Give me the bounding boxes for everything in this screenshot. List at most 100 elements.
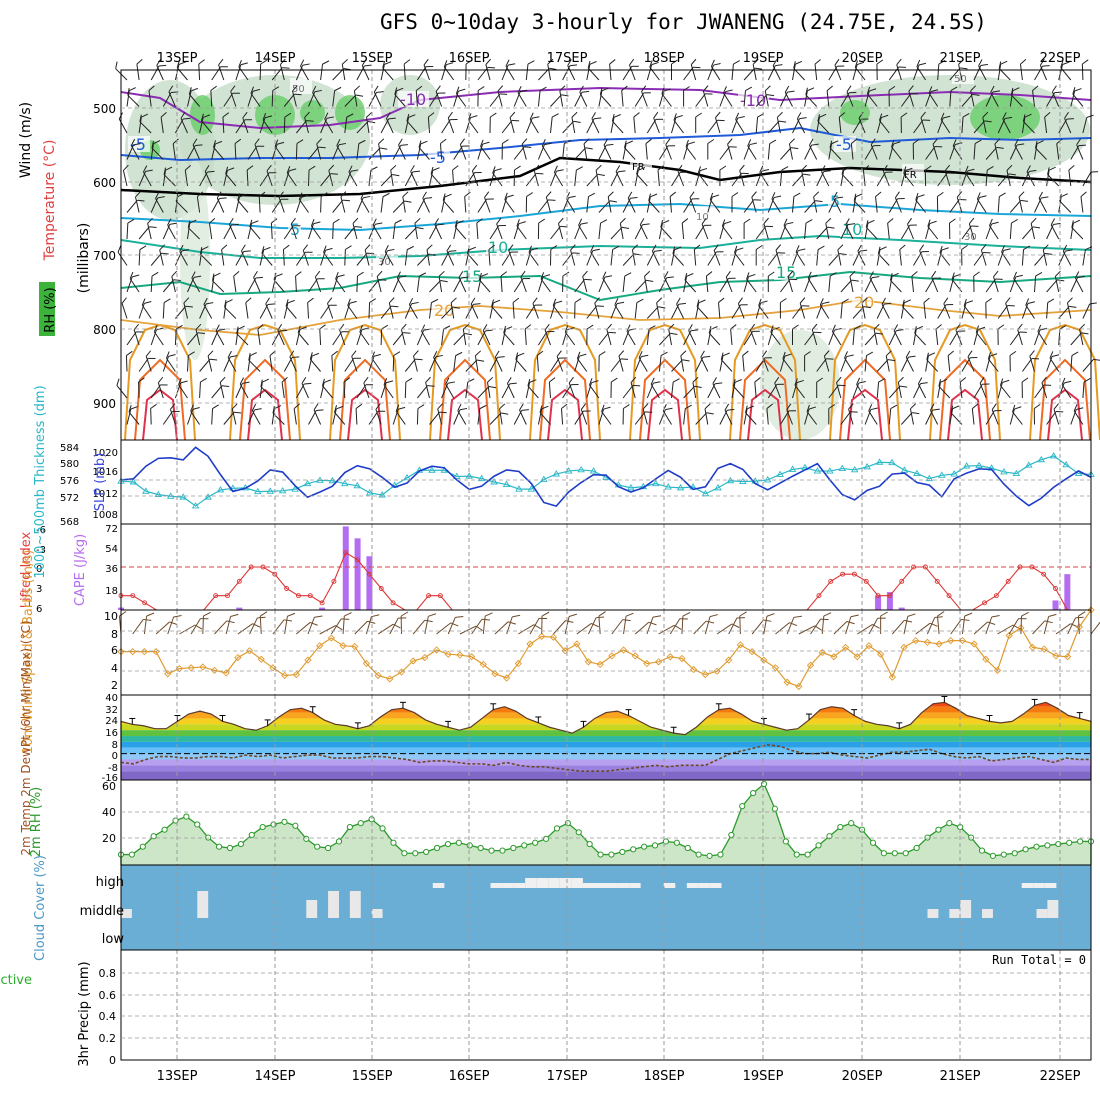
wind-barb-shaft	[417, 409, 418, 425]
wind10-barb	[775, 620, 797, 639]
rh-point	[925, 835, 930, 840]
rh-point	[587, 841, 592, 846]
ylabel-cape: CAPE (J/kg)	[73, 534, 88, 606]
wind10-barb	[390, 615, 407, 638]
wind10-barb	[156, 619, 177, 639]
wind-barb-shaft	[321, 197, 322, 213]
temp-band	[121, 742, 1091, 748]
rh-point	[729, 832, 734, 837]
cloud-bg	[121, 865, 1091, 950]
rh-point	[434, 845, 439, 850]
wind10-barb-flag	[195, 623, 202, 631]
wind10-barb	[238, 621, 260, 639]
rh-point	[707, 853, 712, 858]
rh-point	[456, 840, 461, 845]
rh-point	[129, 852, 134, 857]
wind10-barb-shaft	[927, 618, 934, 634]
wind-barb-flag	[733, 60, 739, 65]
cape-tick: 36	[105, 564, 118, 575]
rh-point	[783, 839, 788, 844]
wind10-barb-shaft	[320, 626, 336, 634]
wind10-barb-shaft	[846, 617, 851, 634]
cape-bar	[1053, 600, 1059, 610]
thickness-tick: 572	[60, 493, 79, 504]
rh-point	[402, 851, 407, 856]
rh-point	[260, 824, 265, 829]
precip-tick: 0.2	[99, 1032, 117, 1045]
pressure-tick: 900	[93, 397, 116, 411]
wind10-barb-flag	[425, 617, 433, 625]
contour-label: -10	[400, 90, 426, 109]
temp-tick: 24	[105, 716, 118, 727]
wind10-barb	[553, 618, 573, 639]
thickness-tick: 584	[60, 443, 79, 454]
contour-label: 20	[854, 293, 874, 312]
chart-title: GFS 0~10day 3-hourly for JWANENG (24.75E…	[380, 10, 987, 34]
rh-point	[849, 821, 854, 826]
wind10-barb-flag	[227, 618, 235, 626]
wind10-barb-shaft	[938, 616, 940, 634]
cloud-level: middle	[80, 904, 124, 919]
rh-point	[315, 844, 320, 849]
rh-point	[413, 851, 418, 856]
ylabel-precip: 3hr Precip (mm)	[77, 961, 92, 1066]
temp-band	[121, 736, 1091, 742]
wind10-barb-flag	[336, 624, 343, 632]
wind10-barb	[144, 612, 154, 635]
wind10-tick: 10	[104, 610, 118, 623]
wind10-barb	[285, 612, 295, 635]
temp-band	[121, 713, 1091, 719]
wind10-barb-shaft	[518, 625, 533, 634]
wind10-barb-flag	[881, 612, 888, 616]
rh-point	[838, 824, 843, 829]
wind10-barb	[191, 615, 208, 637]
wind10-barb	[962, 612, 972, 635]
wind10-barb	[577, 621, 599, 640]
wind10-barb	[857, 622, 879, 640]
rh-tick: 40	[102, 806, 116, 819]
cloud-high-bar	[525, 878, 537, 888]
cape-bar	[343, 526, 349, 610]
rh-point	[554, 826, 559, 831]
wind-barb-flag	[1020, 59, 1026, 64]
wind-barb-flag	[1091, 169, 1098, 175]
wind-barb-shaft	[126, 356, 127, 372]
wind10-barb	[413, 617, 433, 638]
rh-point	[238, 841, 243, 846]
rh-point	[947, 821, 952, 826]
wind10-barb	[179, 623, 202, 640]
temp-tick: 40	[105, 693, 118, 704]
wind10-barb-flag	[1022, 612, 1029, 616]
lifted-index-line	[121, 553, 1091, 610]
rh-point	[293, 823, 298, 828]
cloud-high-bar	[491, 883, 503, 888]
cloud-middle-bar	[328, 891, 339, 918]
rh-point	[304, 836, 309, 841]
wind10-barb-shaft	[694, 621, 707, 634]
date-label-top: 15SEP	[352, 51, 393, 66]
date-label-top: 21SEP	[940, 51, 981, 66]
rh-point	[1012, 851, 1017, 856]
wind10-barb-shaft	[495, 622, 508, 634]
temp-band	[121, 771, 1091, 780]
thickness-tick: 576	[60, 476, 79, 487]
date-label-bottom: 16SEP	[449, 1069, 490, 1084]
date-label-top: 13SEP	[157, 51, 198, 66]
wind-barb-flag	[632, 63, 639, 70]
cloud-level: high	[96, 875, 124, 890]
wind10-barb-flag	[674, 623, 681, 631]
rh-point	[445, 841, 450, 846]
wind10-barb-shaft	[635, 622, 649, 634]
rh-point	[206, 835, 211, 840]
temp-tick: 32	[105, 705, 118, 716]
wind10-barb	[460, 624, 483, 640]
run-total: Run Total = 0	[992, 953, 1086, 967]
rh-point	[1067, 840, 1072, 845]
wind10-barb	[974, 619, 995, 639]
wind10-barb-shaft	[1078, 616, 1079, 634]
rh-point	[249, 832, 254, 837]
wind10-barb-shaft	[647, 617, 653, 634]
thickness-tick: 568	[60, 517, 79, 528]
cloud-middle-bar	[1037, 909, 1048, 918]
rh-point	[761, 781, 766, 786]
